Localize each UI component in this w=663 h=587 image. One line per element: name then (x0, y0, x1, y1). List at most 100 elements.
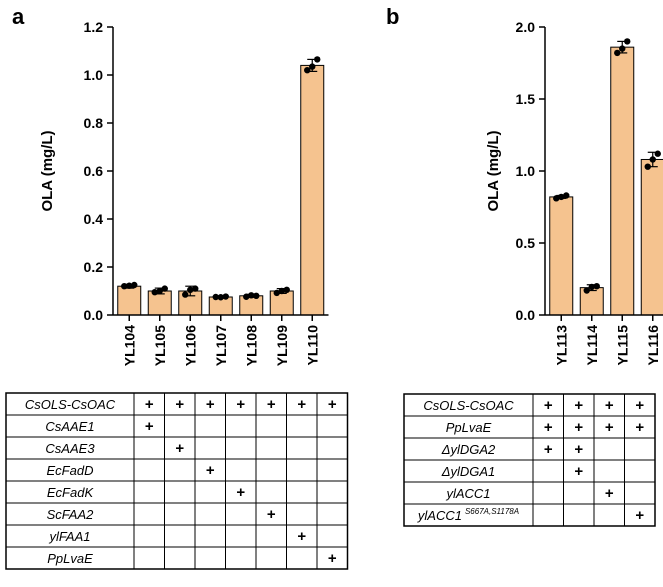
bar (239, 295, 264, 316)
table-mark: + (635, 397, 644, 414)
table-row-label: EcFadK (47, 485, 95, 500)
bar (579, 287, 604, 316)
data-point (619, 45, 626, 52)
data-point (131, 281, 138, 289)
data-point (553, 195, 560, 202)
table-row-label-text: EcFadK (47, 485, 95, 500)
table-row-label-text: CsAAE1 (45, 419, 94, 434)
bar (117, 285, 142, 316)
table-row-label: EcFadD (47, 463, 94, 478)
table-mark: + (635, 507, 644, 524)
data-point (192, 285, 199, 292)
table-row-label-text: ΔylDGA1 (441, 464, 496, 479)
table-mark: + (574, 463, 583, 480)
table-row-label-text: PpLvaE (47, 551, 93, 566)
y-tick-label: 1.2 (84, 19, 104, 35)
data-point (156, 287, 163, 295)
table-row-label-text: ylACC1 (417, 508, 462, 523)
table-row-label-text: CsOLS-CsOAC (423, 398, 514, 413)
table-row-label: PpLvaE (47, 551, 93, 566)
table-mark: + (175, 440, 184, 457)
table-row-label: ScFAA2 (47, 507, 94, 522)
table-mark: + (605, 419, 614, 436)
table-mark: + (574, 441, 583, 458)
data-point (563, 192, 570, 199)
genotype-table: CsOLS-CsOAC + + + + + + + CsAAE1 + CsAAE3 + EcFadD + E… (5, 392, 349, 570)
data-point (583, 287, 590, 294)
data-point (649, 156, 656, 163)
y-axis-label: OLA (mg/L) (485, 130, 502, 211)
data-point (278, 287, 285, 295)
table-row-label: CsAAE3 (45, 441, 95, 456)
table-row-label: ylACC1 S667A,S1178A (417, 507, 519, 523)
data-point (243, 293, 250, 300)
data-point (217, 294, 224, 301)
table-row-label-text: ScFAA2 (47, 507, 94, 522)
y-tick-label: 2.0 (516, 19, 536, 35)
y-tick-label: 0.6 (84, 163, 104, 179)
data-point (614, 49, 621, 57)
x-tick-label: YL114 (584, 325, 600, 366)
y-tick-label: 0.4 (84, 211, 104, 227)
table-row-label: ΔylDGA1 (441, 464, 496, 479)
x-tick-label: YL115 (614, 325, 630, 366)
table-row-label-text: PpLvaE (446, 420, 492, 435)
data-point (314, 56, 321, 63)
x-tick-label: YL104 (121, 325, 137, 366)
table-mark: + (297, 396, 306, 413)
bar (147, 290, 172, 316)
table-mark: + (574, 397, 583, 414)
data-point (248, 292, 255, 299)
genotype-table: CsOLS-CsOAC + + + + PpLvaE + + + + ΔylDGA2 + + ΔylDGA… (403, 393, 656, 527)
y-tick-label: 0.5 (516, 235, 536, 251)
y-axis-label: OLA (mg/L) (39, 130, 56, 211)
data-point (121, 283, 128, 290)
table-row-label-text: ylACC1 (445, 486, 490, 501)
table-row-label: ylACC1 (445, 486, 490, 501)
data-point (253, 292, 260, 299)
bar (269, 290, 294, 316)
table-mark: + (297, 528, 306, 545)
table-row-label: ΔylDGA2 (441, 442, 496, 457)
table-row-label: PpLvaE (446, 420, 492, 435)
table-row-label: CsOLS-CsOAC (423, 398, 514, 413)
table-row-label: CsAAE1 (45, 419, 94, 434)
x-tick-label: YL109 (274, 325, 290, 366)
table-mark: + (544, 419, 553, 436)
x-tick-label: YL107 (213, 325, 229, 366)
data-point (222, 293, 229, 300)
table-mark: + (236, 484, 245, 501)
table-row-label: CsOLS-CsOAC (25, 397, 116, 412)
table-mark: + (175, 396, 184, 413)
data-point (558, 193, 565, 201)
y-tick-label: 0.0 (516, 307, 536, 323)
table-mark: + (544, 397, 553, 414)
data-point (126, 282, 133, 289)
x-tick-label: YL113 (553, 325, 569, 366)
table-mark: + (267, 396, 276, 413)
bar (640, 158, 663, 316)
table-row-label-superscript: S667A,S1178A (465, 507, 519, 516)
x-tick-label: YL110 (304, 325, 320, 366)
data-point (593, 283, 600, 290)
table-mark: + (328, 396, 337, 413)
table-mark: + (267, 506, 276, 523)
table-mark: + (145, 418, 154, 435)
table-row-label: ylFAA1 (49, 529, 91, 544)
data-point (151, 289, 158, 296)
table-mark: + (635, 419, 644, 436)
table-row-label-text: EcFadD (47, 463, 94, 478)
data-point (654, 150, 661, 157)
panel-label: a (12, 4, 25, 29)
table-mark: + (605, 485, 614, 502)
data-point (212, 293, 219, 301)
y-tick-label: 0.0 (84, 307, 104, 323)
y-tick-label: 1.0 (516, 163, 536, 179)
table-row-label-text: CsAAE3 (45, 441, 95, 456)
y-tick-label: 1.0 (84, 67, 104, 83)
table-row-label-text: CsOLS-CsOAC (25, 397, 116, 412)
data-point (309, 63, 316, 70)
bar (610, 46, 635, 316)
data-point (283, 286, 290, 293)
x-tick-label: YL108 (243, 325, 259, 366)
